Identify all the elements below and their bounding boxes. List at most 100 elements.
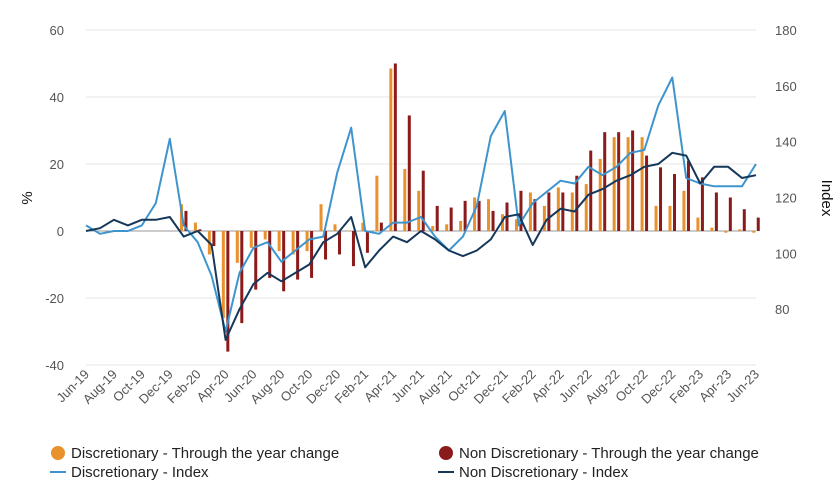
bar-discretionary-change <box>221 231 225 319</box>
bar-discretionary-change <box>389 68 393 232</box>
bar-discretionary-change <box>431 225 435 231</box>
bar-non-discretionary-change <box>700 177 704 231</box>
bar-discretionary-change <box>682 190 686 231</box>
bar-discretionary-change <box>612 137 616 231</box>
y2-tick-label: 80 <box>775 302 789 317</box>
bar-discretionary-change <box>528 192 532 231</box>
y2-axis-title: Index <box>818 180 835 217</box>
bar-discretionary-change <box>375 175 379 231</box>
bar-discretionary-change <box>598 158 602 231</box>
y2-tick-label: 160 <box>775 79 797 94</box>
y-tick-label: 40 <box>50 90 64 105</box>
legend-item-discretionary-index[interactable]: Discretionary - Index <box>50 464 209 481</box>
bar-discretionary-change <box>403 169 407 231</box>
bar-discretionary-change <box>445 224 449 231</box>
bar-discretionary-change <box>347 231 351 232</box>
y-tick-label: -20 <box>45 291 64 306</box>
bar-discretionary-change <box>668 205 672 231</box>
bar-non-discretionary-change <box>351 231 355 267</box>
bar-non-discretionary-change <box>686 160 690 231</box>
bar-non-discretionary-change <box>756 217 760 231</box>
y-axis-title: % <box>19 191 36 204</box>
bar-non-discretionary-change <box>477 200 481 231</box>
grid-layer <box>86 29 756 366</box>
legend-swatch-discretionary-change <box>51 446 65 460</box>
legend-item-non-discretionary-change[interactable]: Non Discretionary - Through the year cha… <box>439 445 759 462</box>
legend-item-non-discretionary-index[interactable]: Non Discretionary - Index <box>438 464 629 481</box>
bar-discretionary-change <box>738 229 742 231</box>
bar-non-discretionary-change <box>435 205 439 231</box>
bar-non-discretionary-change <box>184 210 188 231</box>
bar-discretionary-change <box>333 224 337 231</box>
bar-non-discretionary-change <box>407 115 411 231</box>
y2-tick-label: 120 <box>775 191 797 206</box>
bar-non-discretionary-change <box>547 192 551 231</box>
bar-non-discretionary-change <box>379 222 383 231</box>
y2-tick-label: 140 <box>775 135 797 150</box>
bar-discretionary-change <box>542 205 546 231</box>
bar-non-discretionary-change <box>631 130 635 231</box>
y-tick-label: 20 <box>50 157 64 172</box>
bar-non-discretionary-change <box>268 231 272 278</box>
bar-discretionary-change <box>361 222 365 231</box>
bar-discretionary-change <box>291 231 295 255</box>
bar-discretionary-change <box>584 184 588 231</box>
bar-discretionary-change <box>249 231 253 248</box>
legend-label-non-discretionary-change: Non Discretionary - Through the year cha… <box>459 445 759 462</box>
y-tick-label: 0 <box>57 224 64 239</box>
bar-non-discretionary-change <box>365 231 369 253</box>
bar-discretionary-change <box>752 231 756 233</box>
bar-discretionary-change <box>696 217 700 231</box>
bar-non-discretionary-change <box>338 231 341 255</box>
legend-label-discretionary-index: Discretionary - Index <box>71 464 209 481</box>
bar-non-discretionary-change <box>310 231 314 278</box>
bar-non-discretionary-change <box>449 207 453 231</box>
bar-non-discretionary-change <box>659 167 663 231</box>
bar-discretionary-change <box>235 231 239 263</box>
bar-non-discretionary-change <box>226 231 230 352</box>
y2-tick-label: 100 <box>775 246 797 261</box>
bar-non-discretionary-change <box>645 155 649 231</box>
legend-item-discretionary-change[interactable]: Discretionary - Through the year change <box>51 445 339 462</box>
bar-non-discretionary-change <box>254 231 258 290</box>
bar-discretionary-change <box>263 231 267 240</box>
bar-discretionary-change <box>459 220 463 231</box>
line-discretionary-index <box>85 76 757 333</box>
bar-non-discretionary-change <box>393 63 397 231</box>
y-tick-label: -40 <box>45 358 64 373</box>
y2-tick-label: 180 <box>775 23 797 38</box>
bar-discretionary-change <box>319 204 323 231</box>
bar-non-discretionary-change <box>673 174 676 231</box>
bar-discretionary-change <box>501 214 504 231</box>
bar-discretionary-change <box>626 137 630 231</box>
bar-non-discretionary-change <box>240 231 244 324</box>
bar-discretionary-change <box>640 137 644 231</box>
legend-label-discretionary-change: Discretionary - Through the year change <box>71 445 339 462</box>
bar-non-discretionary-change <box>463 200 467 231</box>
y-tick-label: 60 <box>50 23 64 38</box>
bar-discretionary-change <box>710 227 714 231</box>
bar-non-discretionary-change <box>212 231 216 247</box>
bar-discretionary-change <box>487 199 491 231</box>
bar-non-discretionary-change <box>617 132 621 231</box>
bar-discretionary-change <box>514 219 518 231</box>
bar-discretionary-change <box>417 190 421 231</box>
legend-label-non-discretionary-index: Non Discretionary - Index <box>459 464 629 481</box>
bar-layer <box>179 63 760 352</box>
bar-discretionary-change <box>473 197 477 231</box>
bar-non-discretionary-change <box>742 209 746 231</box>
bar-discretionary-change <box>724 231 728 233</box>
bar-non-discretionary-change <box>324 231 328 260</box>
line-layer <box>85 76 757 341</box>
bar-non-discretionary-change <box>519 190 523 231</box>
bar-discretionary-change <box>193 222 197 231</box>
bar-non-discretionary-change <box>561 192 565 231</box>
bar-non-discretionary-change <box>728 197 732 231</box>
bar-non-discretionary-change <box>714 192 718 231</box>
legend-swatch-non-discretionary-change <box>439 446 453 460</box>
bar-non-discretionary-change <box>296 231 300 280</box>
bar-discretionary-change <box>277 231 281 252</box>
bar-non-discretionary-change <box>575 175 579 231</box>
